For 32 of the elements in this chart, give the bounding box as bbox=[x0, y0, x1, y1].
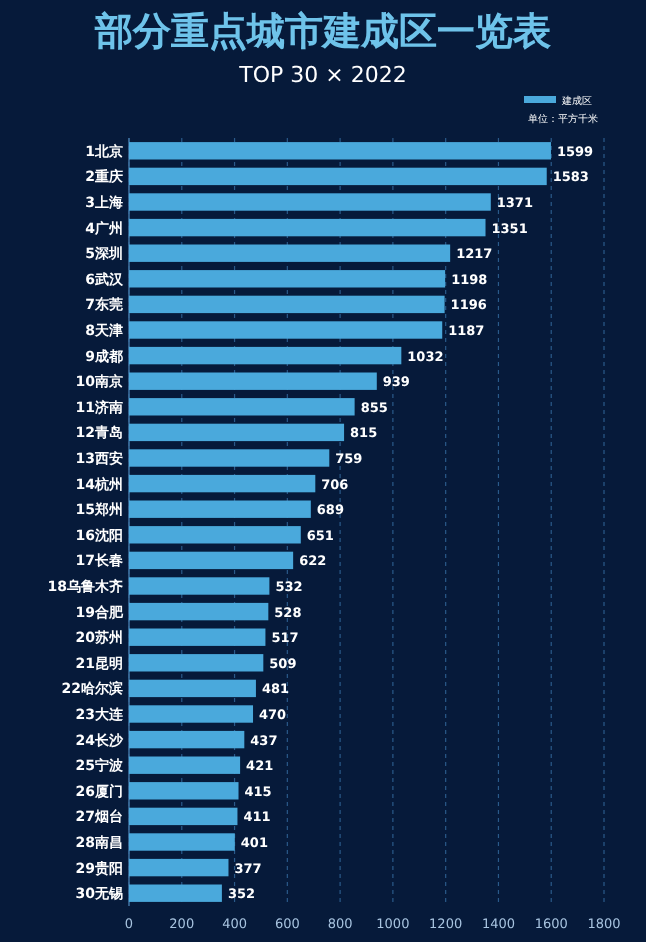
bar bbox=[129, 730, 245, 749]
bar bbox=[129, 167, 547, 186]
bar bbox=[129, 193, 491, 211]
bar bbox=[129, 628, 266, 646]
bar bbox=[129, 602, 269, 621]
bar bbox=[129, 782, 239, 800]
bar bbox=[129, 526, 301, 544]
bar bbox=[129, 474, 316, 493]
bar bbox=[129, 244, 451, 262]
bar bbox=[129, 858, 229, 877]
bar bbox=[129, 295, 445, 314]
bar bbox=[129, 321, 443, 339]
bar bbox=[129, 423, 345, 442]
bar bbox=[129, 756, 241, 774]
bar bbox=[129, 833, 235, 851]
bar bbox=[129, 884, 222, 902]
bar bbox=[129, 142, 551, 160]
bar bbox=[129, 346, 402, 365]
bar bbox=[129, 577, 270, 595]
bar bbox=[129, 679, 256, 698]
bar bbox=[129, 654, 264, 672]
bar bbox=[129, 705, 254, 723]
bar bbox=[129, 398, 355, 416]
bar bbox=[129, 218, 486, 237]
bar bbox=[129, 449, 330, 467]
bar bbox=[129, 551, 294, 570]
chart-title: 部分重点城市建成区一览表 bbox=[93, 10, 553, 54]
bar bbox=[129, 500, 311, 518]
chart-subtitle: TOP 30 × 2022 bbox=[237, 62, 407, 88]
bar bbox=[129, 372, 377, 390]
bar bbox=[129, 807, 238, 826]
bar bbox=[129, 270, 446, 288]
